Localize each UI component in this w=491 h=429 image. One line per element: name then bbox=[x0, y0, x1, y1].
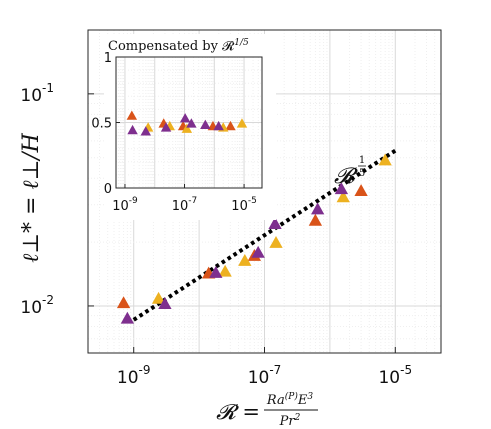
inset-y-tick-label: 0.5 bbox=[91, 117, 112, 132]
inset-y-tick-label: 0 bbox=[104, 182, 112, 197]
fit-label-exp-num: 1 bbox=[359, 155, 365, 166]
x-axis-label-lhs: 𝓡 = bbox=[216, 400, 260, 424]
inset-title: Compensated by 𝓡1/5 bbox=[108, 38, 249, 54]
y-axis-label: ℓ⊥* = ℓ⊥/H bbox=[19, 132, 44, 263]
y-axis-label-text: ℓ⊥* = ℓ⊥/H bbox=[19, 132, 44, 263]
fit-label-base: 𝓡 bbox=[334, 164, 358, 189]
fit-label-exp-den: 5 bbox=[359, 168, 365, 179]
